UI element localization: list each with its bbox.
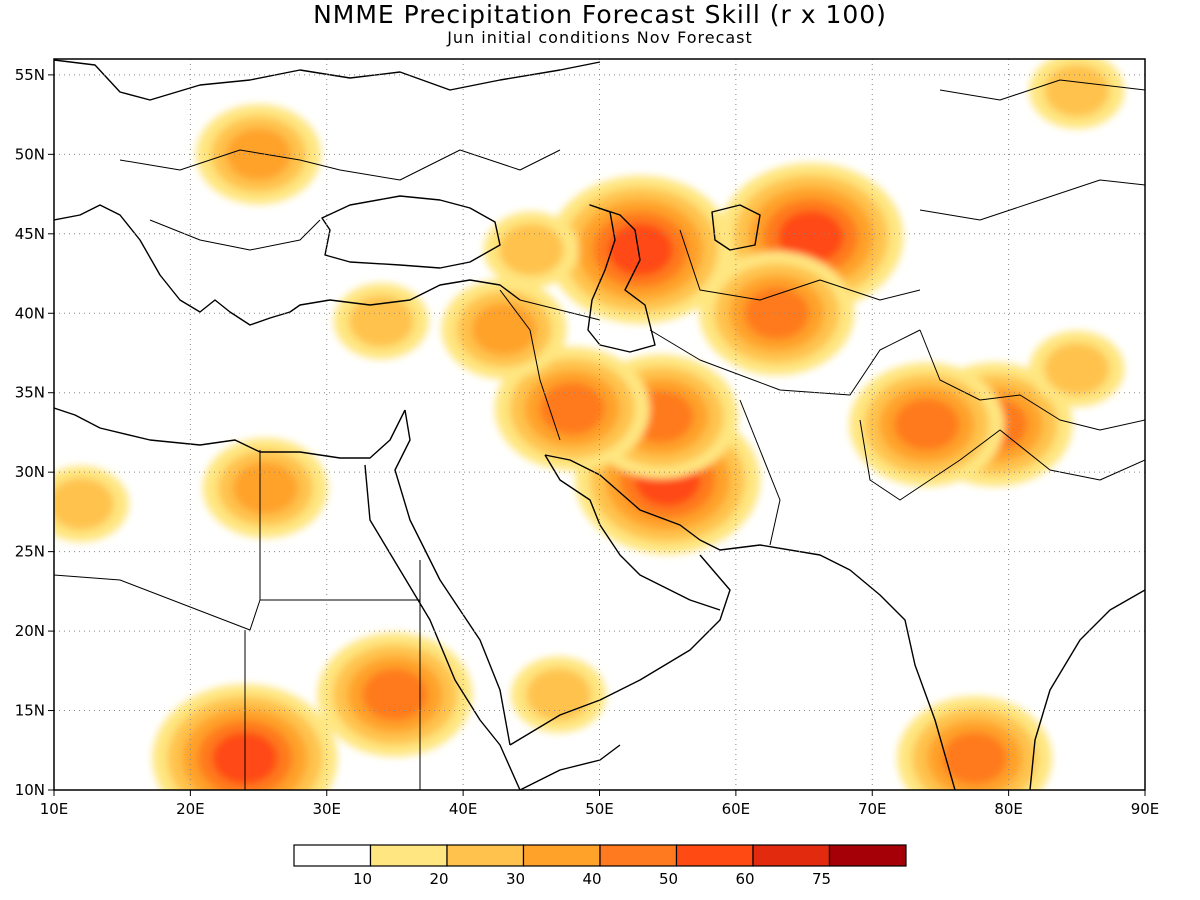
lon-tick-label: 60E <box>722 800 751 818</box>
longitude-axis: 10E 20E 30E 40E 50E 60E 70E 80E 90E <box>40 790 1160 818</box>
lat-tick-label: 30N <box>15 463 45 481</box>
skill-contour <box>1044 64 1110 117</box>
colorbar-legend: 10 20 30 40 50 60 75 <box>293 844 907 888</box>
lon-tick-label: 90E <box>1131 800 1160 818</box>
skill-contour <box>778 210 844 263</box>
colorbar-label: 75 <box>812 870 831 888</box>
lat-tick-label: 15N <box>15 702 45 720</box>
lon-tick-label: 30E <box>312 800 341 818</box>
colorbar-swatch <box>522 844 601 867</box>
lat-tick-label: 20N <box>15 622 45 640</box>
colorbar-swatch <box>675 844 754 867</box>
lat-tick-label: 25N <box>15 543 45 561</box>
lon-tick-label: 20E <box>176 800 205 818</box>
map-title: NMME Precipitation Forecast Skill (r x 1… <box>313 0 887 29</box>
lat-tick-label: 45N <box>15 225 45 243</box>
skill-contour <box>362 668 428 721</box>
colorbar-label: 10 <box>353 870 372 888</box>
lon-tick-label: 50E <box>585 800 614 818</box>
colorbar-label: 40 <box>582 870 601 888</box>
colorbar-label: 60 <box>735 870 754 888</box>
lat-tick-label: 10N <box>15 781 45 799</box>
colorbar-swatch <box>369 844 448 867</box>
lat-tick-label: 35N <box>15 384 45 402</box>
skill-contour <box>54 477 114 530</box>
coastlines-and-borders <box>54 59 1145 790</box>
skill-contour <box>942 732 1008 785</box>
skill-contour <box>348 295 414 348</box>
lon-tick-label: 10E <box>40 800 69 818</box>
skill-contour <box>232 462 298 515</box>
colorbar-label: 20 <box>429 870 448 888</box>
skill-contour <box>526 668 592 721</box>
skill-contour <box>607 223 673 276</box>
skill-contour <box>1044 342 1110 395</box>
lat-lon-grid <box>54 59 1145 790</box>
lon-tick-label: 40E <box>449 800 478 818</box>
colorbar-swatch <box>752 844 831 867</box>
lon-tick-label: 70E <box>858 800 887 818</box>
skill-field <box>54 59 1125 790</box>
colorbar-swatch <box>446 844 525 867</box>
colorbar-swatch <box>828 844 907 867</box>
colorbar-label: 50 <box>659 870 678 888</box>
latitude-axis: 55N 50N 45N 40N 35N 30N 25N 20N 15N 10N <box>15 66 54 799</box>
lat-tick-label: 40N <box>15 304 45 322</box>
skill-contour <box>471 303 537 356</box>
skill-contour <box>894 398 960 451</box>
map-subtitle: Jun initial conditions Nov Forecast <box>447 28 753 47</box>
lat-tick-label: 50N <box>15 145 45 163</box>
lat-tick-label: 55N <box>15 66 45 84</box>
skill-contour <box>498 223 564 276</box>
colorbar-swatch <box>599 844 678 867</box>
lon-tick-label: 80E <box>994 800 1023 818</box>
colorbar-swatch <box>293 844 372 867</box>
skill-contour <box>226 128 292 181</box>
colorbar-label: 30 <box>506 870 525 888</box>
skill-contour <box>539 382 605 435</box>
